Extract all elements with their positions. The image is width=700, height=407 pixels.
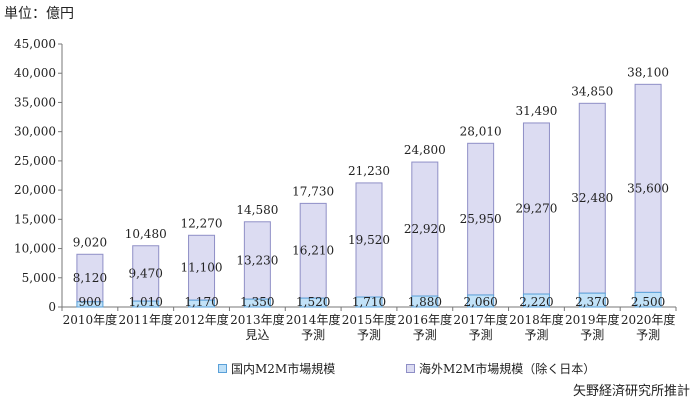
bar-overseas bbox=[467, 142, 495, 296]
x-category-label: 2014年度 bbox=[286, 312, 341, 327]
domestic-value-label: 900 bbox=[78, 295, 101, 309]
legend-swatch-overseas bbox=[406, 364, 415, 373]
domestic-value-label: 2,370 bbox=[575, 295, 609, 309]
domestic-value-label: 1,710 bbox=[352, 295, 386, 309]
bar-domestic bbox=[76, 301, 104, 308]
x-category-label: 2016年度 bbox=[398, 312, 453, 327]
total-label: 14,580 bbox=[236, 203, 278, 217]
unit-label: 単位：億円 bbox=[4, 6, 74, 22]
x-category-label: 2011年度 bbox=[118, 312, 173, 327]
bar-domestic bbox=[578, 292, 606, 308]
x-category-label: 予測 bbox=[301, 328, 325, 342]
bar-domestic bbox=[132, 300, 160, 308]
bar-domestic bbox=[467, 294, 495, 308]
bar-domestic bbox=[522, 293, 550, 308]
overseas-value-label: 35,600 bbox=[627, 181, 669, 195]
legend-overseas: 海外M2M市場規模（除く日本） bbox=[406, 360, 595, 377]
x-category-label: 予測 bbox=[469, 328, 493, 342]
x-category-label: 2020年度 bbox=[621, 312, 676, 327]
overseas-value-label: 11,100 bbox=[181, 261, 223, 275]
x-category-label: 2017年度 bbox=[453, 312, 508, 327]
overseas-value-label: 25,950 bbox=[460, 212, 502, 226]
y-tick-label: 15,000 bbox=[14, 212, 56, 226]
legend-label-overseas: 海外M2M市場規模（除く日本） bbox=[419, 362, 596, 376]
y-tick-label: 40,000 bbox=[14, 66, 56, 80]
total-label: 24,800 bbox=[404, 143, 446, 157]
total-label: 17,730 bbox=[292, 184, 334, 198]
x-category-label: 予測 bbox=[580, 328, 604, 342]
bar-overseas bbox=[243, 221, 271, 300]
x-category-label: 2010年度 bbox=[63, 312, 118, 327]
x-category-label: 見込 bbox=[245, 328, 269, 342]
overseas-value-label: 9,470 bbox=[129, 266, 163, 280]
bar-domestic bbox=[243, 298, 271, 308]
x-category-label: 2015年度 bbox=[342, 312, 397, 327]
bar-overseas bbox=[132, 245, 160, 302]
overseas-value-label: 16,210 bbox=[292, 244, 334, 258]
bar-domestic bbox=[299, 297, 327, 308]
bar-domestic bbox=[411, 295, 439, 308]
y-tick-label: 10,000 bbox=[14, 242, 56, 256]
bar-overseas bbox=[188, 234, 216, 301]
legend-domestic: 国内M2M市場規模 bbox=[218, 360, 335, 377]
total-label: 38,100 bbox=[627, 65, 669, 79]
x-category-label: 予測 bbox=[357, 328, 381, 342]
y-tick-label: 45,000 bbox=[14, 37, 56, 51]
bar-domestic bbox=[188, 299, 216, 308]
x-category-label: 2018年度 bbox=[509, 312, 564, 327]
x-category-label: 2019年度 bbox=[565, 312, 620, 327]
domestic-value-label: 2,500 bbox=[631, 295, 665, 309]
bar-overseas bbox=[578, 102, 606, 294]
domestic-value-label: 1,350 bbox=[240, 295, 274, 309]
y-tick-label: 25,000 bbox=[14, 154, 56, 168]
overseas-value-label: 13,230 bbox=[236, 253, 278, 267]
total-label: 21,230 bbox=[348, 164, 390, 178]
y-tick-label: 35,000 bbox=[14, 95, 56, 109]
domestic-value-label: 1,170 bbox=[184, 295, 218, 309]
total-label: 10,480 bbox=[125, 227, 167, 241]
bar-overseas bbox=[76, 253, 104, 303]
total-label: 12,270 bbox=[181, 216, 223, 230]
domestic-value-label: 1,520 bbox=[296, 295, 330, 309]
domestic-value-label: 2,060 bbox=[463, 295, 497, 309]
domestic-value-label: 1,880 bbox=[408, 295, 442, 309]
total-label: 9,020 bbox=[73, 235, 107, 249]
bar-domestic bbox=[355, 296, 383, 308]
domestic-value-label: 1,010 bbox=[129, 295, 163, 309]
y-tick-label: 0 bbox=[48, 300, 56, 314]
overseas-value-label: 22,920 bbox=[404, 222, 446, 236]
total-label: 28,010 bbox=[460, 124, 502, 138]
domestic-value-label: 2,220 bbox=[519, 295, 553, 309]
total-label: 34,850 bbox=[571, 84, 613, 98]
y-tick-label: 20,000 bbox=[14, 183, 56, 197]
bar-overseas bbox=[299, 202, 327, 299]
overseas-value-label: 32,480 bbox=[571, 191, 613, 205]
bar-domestic bbox=[634, 291, 662, 308]
bar-overseas bbox=[522, 122, 550, 295]
total-label: 31,490 bbox=[515, 104, 557, 118]
overseas-value-label: 19,520 bbox=[348, 233, 390, 247]
x-category-label: 予測 bbox=[524, 328, 548, 342]
legend-label-domestic: 国内M2M市場規模 bbox=[231, 362, 336, 376]
bar-overseas bbox=[411, 161, 439, 297]
x-category-label: 2012年度 bbox=[174, 312, 229, 327]
x-category-label: 2013年度 bbox=[230, 312, 285, 327]
x-category-label: 予測 bbox=[413, 328, 437, 342]
y-tick-label: 5,000 bbox=[22, 271, 56, 285]
y-tick-label: 30,000 bbox=[14, 125, 56, 139]
overseas-value-label: 29,270 bbox=[515, 201, 557, 215]
x-category-label: 予測 bbox=[636, 328, 660, 342]
bar-overseas bbox=[634, 83, 662, 293]
source-label: 矢野経済研究所推計 bbox=[572, 384, 690, 399]
overseas-value-label: 8,120 bbox=[73, 271, 107, 285]
legend-swatch-domestic bbox=[218, 364, 227, 373]
